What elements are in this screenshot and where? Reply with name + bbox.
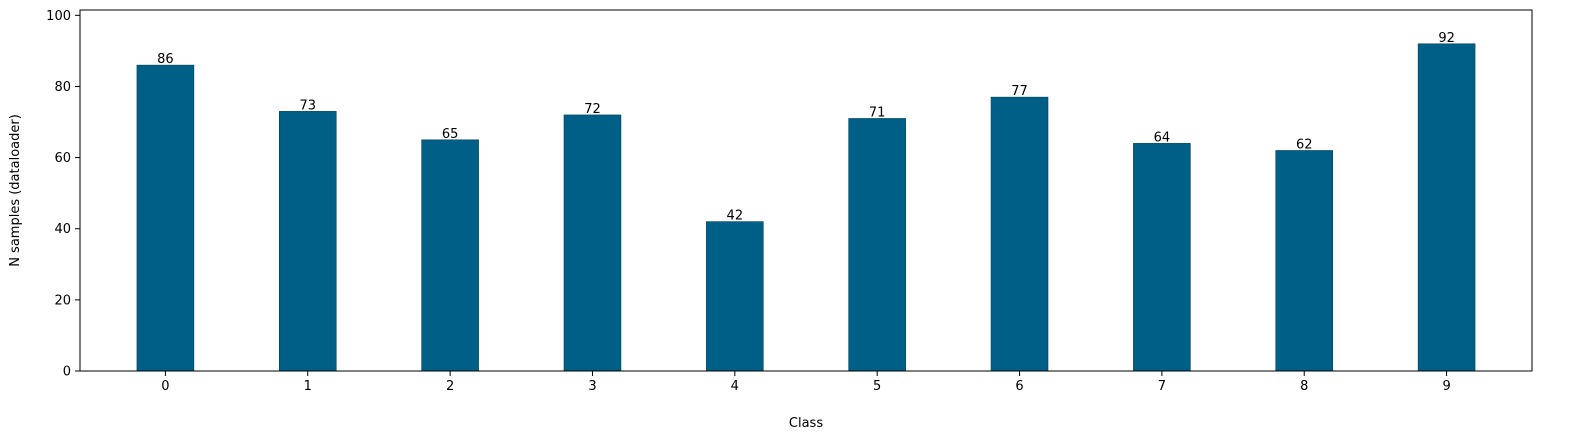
x-tick-label: 9 — [1442, 379, 1450, 394]
x-tick-label: 7 — [1158, 379, 1166, 394]
data-labels-group: 86 73 65 72 42 71 77 64 62 92 — [157, 31, 1455, 224]
bar-class-9 — [1417, 43, 1476, 372]
y-axis-ticks: 0 20 40 60 80 100 — [46, 9, 80, 380]
x-tick-label: 2 — [446, 379, 454, 394]
y-tick-label: 40 — [54, 222, 71, 237]
bar-class-3 — [563, 114, 622, 372]
bar-class-7 — [1133, 143, 1191, 372]
bar-class-1 — [278, 111, 337, 372]
x-tick-label: 4 — [731, 379, 739, 394]
data-label-class-8: 62 — [1296, 137, 1313, 152]
bar-class-0 — [136, 64, 195, 372]
x-tick-label: 6 — [1015, 379, 1023, 394]
bar-class-2 — [421, 139, 479, 372]
y-tick-label: 60 — [54, 151, 71, 166]
bar-class-5 — [848, 118, 906, 372]
bar-class-8 — [1275, 150, 1334, 372]
data-label-class-2: 65 — [442, 127, 459, 142]
x-tick-label: 8 — [1300, 379, 1308, 394]
bar-class-4 — [706, 221, 764, 372]
x-tick-label: 0 — [161, 379, 169, 394]
data-label-class-7: 64 — [1154, 130, 1171, 145]
data-label-class-6: 77 — [1011, 84, 1028, 99]
data-label-class-9: 92 — [1438, 31, 1455, 46]
y-tick-label: 100 — [46, 9, 71, 24]
x-tick-label: 1 — [304, 379, 312, 394]
data-label-class-0: 86 — [157, 52, 174, 67]
data-label-class-1: 73 — [299, 98, 316, 113]
data-label-class-3: 72 — [584, 102, 601, 117]
x-tick-label: 5 — [873, 379, 881, 394]
y-axis-label: N samples (dataloader) — [8, 114, 23, 267]
y-tick-label: 80 — [54, 80, 71, 95]
y-tick-label: 20 — [54, 293, 71, 308]
bars-group — [136, 43, 1476, 372]
bar-class-6 — [990, 96, 1049, 372]
plot-frame — [79, 9, 1533, 372]
x-tick-label: 3 — [588, 379, 596, 394]
x-axis-label: Class — [789, 416, 823, 431]
data-label-class-5: 71 — [869, 105, 886, 120]
y-tick-label: 0 — [63, 365, 71, 380]
x-axis-ticks: 0 1 2 3 4 5 6 7 8 9 — [161, 371, 1451, 394]
data-label-class-4: 42 — [727, 209, 744, 224]
